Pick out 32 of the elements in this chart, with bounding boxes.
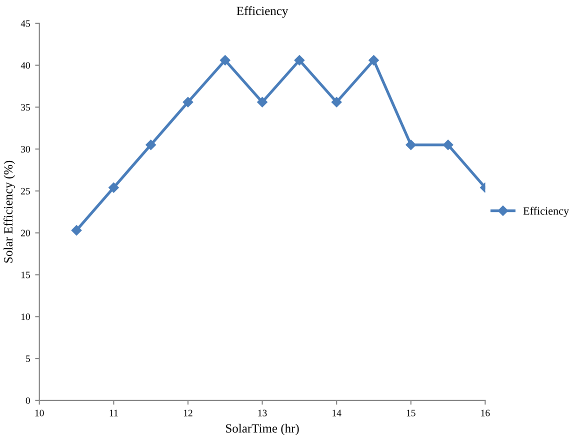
x-axis-title: SolarTime (hr): [226, 424, 299, 436]
x-tick-label: 12: [184, 410, 192, 416]
chart-title: Efficiency: [236, 6, 288, 18]
x-tick-label: 14: [332, 410, 342, 416]
point: [368, 55, 379, 66]
y-tick-label: 20: [21, 230, 30, 236]
y-tick-label: 25: [21, 188, 30, 194]
y-tick-label: 40: [20, 62, 30, 69]
x-tick-label: 13: [258, 410, 267, 416]
y-tick-label: 0: [26, 397, 30, 404]
point: [257, 97, 268, 108]
x-tick-label: 15: [406, 410, 416, 416]
y-tick-label: 35: [21, 104, 30, 111]
y-tick-label: 15: [21, 272, 30, 278]
point: [108, 182, 119, 193]
point: [220, 55, 230, 66]
y-tick-label: 5: [26, 356, 30, 362]
x-tick-label: 16: [481, 410, 490, 416]
x-tick-label: 11: [110, 410, 118, 416]
y-axis-title: Solar Efficiency (%): [4, 160, 16, 263]
point: [406, 140, 416, 150]
point: [331, 97, 342, 108]
point: [71, 225, 82, 236]
point: [182, 97, 194, 108]
y-tick-label: 45: [20, 20, 30, 27]
point: [442, 140, 454, 150]
point: [146, 140, 156, 150]
legend-label: Efficiency: [523, 206, 570, 218]
y-tick-label: 30: [21, 146, 30, 153]
x-tick-label: 10: [35, 410, 44, 416]
y-tick-label: 10: [21, 314, 30, 320]
point: [294, 55, 305, 66]
